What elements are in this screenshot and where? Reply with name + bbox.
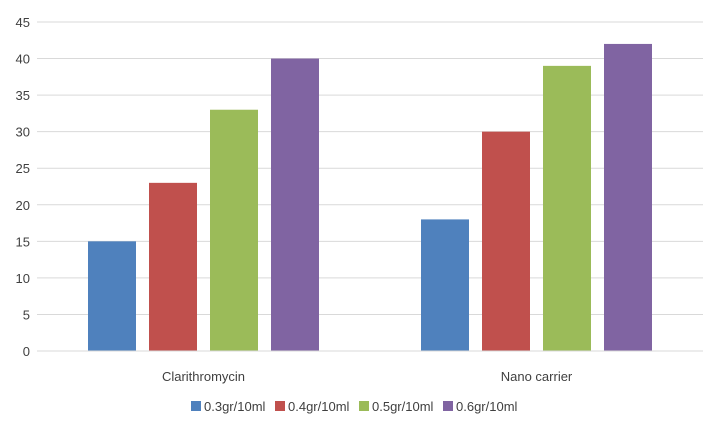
gridlines: [37, 21, 703, 315]
bar-0-3gr-10ml-nano-carrier: [421, 219, 469, 351]
bar-0-4gr-10ml-clarithromycin: [149, 182, 197, 351]
y-tick-label: 0: [23, 344, 30, 359]
y-tick-label: 10: [16, 271, 30, 286]
y-tick-label: 45: [16, 15, 30, 30]
x-category-label: Nano carrier: [501, 369, 573, 384]
bar-0-6gr-10ml-nano-carrier: [604, 43, 652, 351]
y-tick-label: 15: [16, 234, 30, 249]
bar-0-5gr-10ml-clarithromycin: [210, 109, 258, 351]
bar-0-3gr-10ml-clarithromycin: [88, 241, 136, 351]
legend-swatch: [191, 401, 201, 411]
legend-label: 0.3gr/10ml: [204, 399, 266, 414]
legend-swatch: [275, 401, 285, 411]
x-category-label: Clarithromycin: [162, 369, 245, 384]
legend: 0.3gr/10ml 0.4gr/10ml 0.5gr/10ml 0.6gr/10ml: [191, 399, 518, 414]
bar-0-4gr-10ml-nano-carrier: [482, 131, 530, 351]
y-tick-label: 30: [16, 125, 30, 140]
y-tick-label: 25: [16, 161, 30, 176]
legend-item: 0.3gr/10ml: [191, 399, 266, 414]
y-tick-label: 35: [16, 88, 30, 103]
bars: [88, 43, 652, 352]
legend-label: 0.6gr/10ml: [456, 399, 518, 414]
y-tick-label: 5: [23, 307, 30, 322]
y-tick-label: 20: [16, 198, 30, 213]
legend-item: 0.6gr/10ml: [443, 399, 518, 414]
legend-item: 0.5gr/10ml: [359, 399, 434, 414]
bar-0-6gr-10ml-clarithromycin: [271, 58, 319, 352]
legend-swatch: [359, 401, 369, 411]
legend-label: 0.5gr/10ml: [372, 399, 434, 414]
legend-label: 0.4gr/10ml: [288, 399, 350, 414]
x-axis-categories: Clarithromycin Nano carrier: [162, 369, 573, 384]
legend-item: 0.4gr/10ml: [275, 399, 350, 414]
y-tick-label: 40: [16, 52, 30, 67]
y-axis-ticks: 0 5 10 15 20 25 30 35 40 45: [16, 15, 30, 359]
legend-swatch: [443, 401, 453, 411]
bar-0-5gr-10ml-nano-carrier: [543, 65, 591, 351]
